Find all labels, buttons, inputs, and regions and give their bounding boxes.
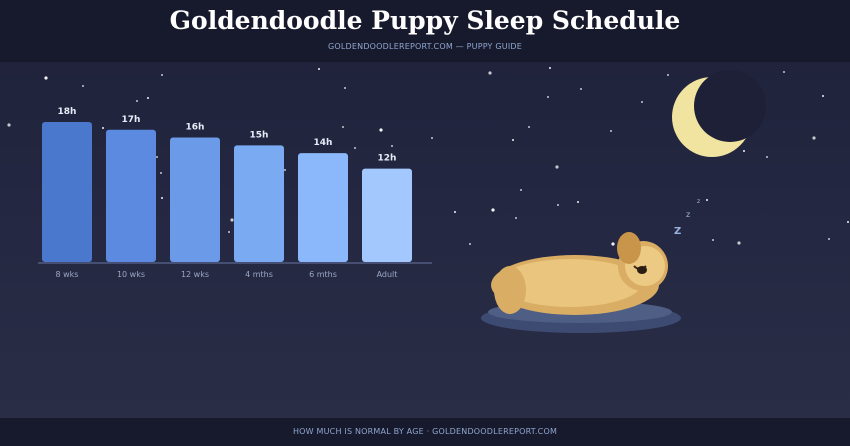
bar-value-label: 18h (58, 107, 77, 117)
star (161, 197, 163, 199)
star (431, 137, 433, 139)
star (342, 126, 344, 128)
bar-8-wks (42, 122, 92, 262)
bar-value-label: 16h (186, 123, 205, 133)
star (641, 101, 643, 103)
star (354, 147, 356, 149)
x-tick-label: 6 mths (309, 270, 337, 279)
star (515, 217, 517, 219)
star (611, 242, 615, 246)
sleeping-puppy-icon (481, 232, 681, 333)
star (491, 208, 495, 212)
footer-text: HOW MUCH IS NORMAL BY AGE · GOLDENDOODLE… (292, 427, 558, 436)
star (766, 156, 768, 158)
x-tick-label: 8 wks (56, 270, 79, 279)
star (454, 211, 456, 213)
bar-10-wks (106, 129, 156, 262)
star (7, 123, 11, 127)
star (580, 88, 582, 90)
star (147, 97, 149, 99)
star (488, 71, 492, 75)
star (136, 100, 138, 102)
x-tick-label: 10 wks (117, 270, 145, 279)
footer-bar: HOW MUCH IS NORMAL BY AGE · GOLDENDOODLE… (0, 418, 850, 446)
star (712, 239, 714, 241)
star (344, 87, 346, 89)
page-title: Goldendoodle Puppy Sleep Schedule (169, 6, 681, 35)
star (822, 95, 824, 97)
x-tick-label: 4 mths (245, 270, 273, 279)
star (812, 136, 816, 140)
star (379, 128, 383, 132)
star (318, 68, 320, 70)
crescent-moon-icon (672, 70, 766, 157)
star (577, 201, 579, 203)
star (160, 172, 162, 174)
star (44, 76, 48, 80)
snore-z-small: z (697, 198, 700, 205)
star (528, 126, 530, 128)
x-tick-label: Adult (377, 270, 398, 279)
bar-value-label: 12h (378, 154, 397, 164)
bar-value-label: 17h (122, 115, 141, 125)
star (847, 221, 849, 223)
star (102, 127, 104, 129)
bar-6-mths (298, 153, 348, 262)
star (161, 74, 163, 76)
x-tick-label: 12 wks (181, 270, 209, 279)
snore-z-large: Z (674, 226, 681, 237)
star (284, 169, 286, 171)
bar-value-label: 15h (250, 130, 269, 140)
star (512, 139, 514, 141)
bar-chart: 18h 8 wks 17h 10 wks 16h 12 wks 15h 4 mths 14h 6 … (38, 107, 432, 279)
star (743, 150, 745, 152)
star (557, 204, 559, 206)
star (549, 67, 551, 69)
star (828, 238, 830, 240)
star (228, 231, 230, 233)
bar-12-wks (170, 137, 220, 262)
bar-4-mths (234, 145, 284, 262)
header-bar: Goldendoodle Puppy Sleep Schedule GOLDEN… (0, 0, 850, 62)
bar-value-label: 14h (314, 138, 333, 148)
bar-Adult (362, 168, 412, 262)
star (391, 145, 393, 147)
star (82, 85, 84, 87)
star (555, 165, 559, 169)
star (520, 189, 522, 191)
star (783, 71, 785, 73)
star (156, 156, 158, 158)
star (469, 243, 471, 245)
snore-z-medium: z (686, 210, 690, 219)
star (706, 199, 708, 201)
star (737, 241, 741, 245)
star (230, 218, 234, 222)
star (667, 74, 669, 76)
page-subtitle: GOLDENDOODLEREPORT.COM — PUPPY GUIDE (327, 42, 523, 51)
star (610, 130, 612, 132)
star (547, 96, 549, 98)
